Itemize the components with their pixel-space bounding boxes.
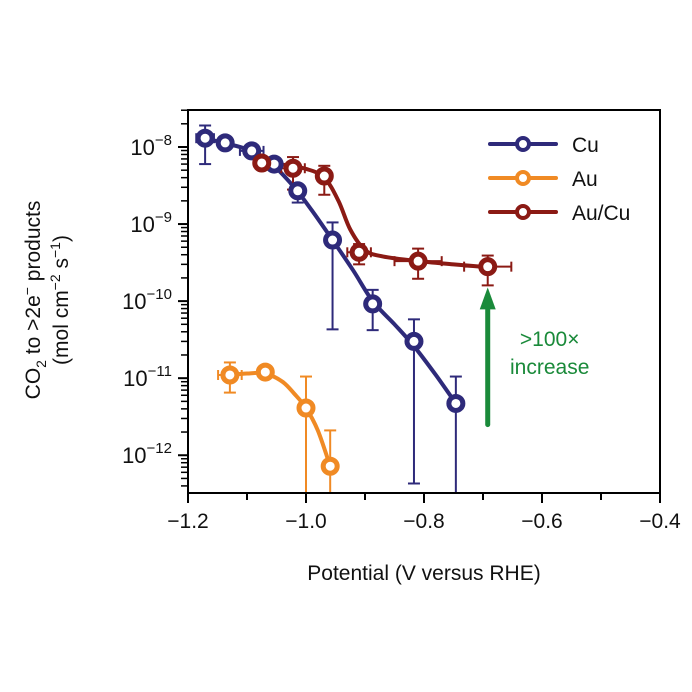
x-tick-label: −0.6 xyxy=(521,510,562,533)
x-tick-labels: −1.2 −1.0 −0.8 −0.6 −0.4 xyxy=(167,510,681,533)
y-tick-label: 10−10 xyxy=(122,286,172,314)
y-tick-label: 10−12 xyxy=(122,440,172,468)
legend: Cu Au Au/Cu xyxy=(488,134,630,225)
curve-au xyxy=(227,370,333,469)
data-point-cu xyxy=(323,230,343,250)
y-axis-label-line2: (mol cm−2 s−1) xyxy=(47,235,73,365)
curve-aucu xyxy=(259,160,490,270)
annotation-line1: >100× xyxy=(520,328,580,351)
y-tick-label: 10−9 xyxy=(130,209,172,237)
legend-label-au: Au xyxy=(572,168,598,191)
legend-marker-au xyxy=(515,170,531,186)
data-point-au xyxy=(320,456,340,476)
data-point-aucu xyxy=(408,251,428,271)
data-point-aucu xyxy=(283,158,303,178)
x-axis-label: Potential (V versus RHE) xyxy=(307,562,540,585)
data-point-cu xyxy=(195,128,215,148)
data-point-cu xyxy=(242,141,262,161)
data-point-cu xyxy=(215,133,235,153)
data-point-aucu xyxy=(349,242,369,262)
data-point-aucu xyxy=(478,257,498,277)
data-point-au xyxy=(220,365,240,385)
legend-item-aucu: Au/Cu xyxy=(488,202,630,225)
y-axis-label-line1: CO2 to >2e− products xyxy=(19,201,49,400)
axis-ticks xyxy=(178,109,661,503)
x-tick-label: −0.8 xyxy=(403,510,444,533)
legend-marker-aucu xyxy=(515,204,531,220)
annotation-line2: increase xyxy=(510,356,589,379)
error-bars xyxy=(195,124,513,493)
series-curves xyxy=(203,136,490,469)
legend-item-cu: Cu xyxy=(488,134,599,157)
data-point-au xyxy=(296,398,316,418)
y-tick-label: 10−11 xyxy=(123,363,172,391)
x-tick-label: −0.4 xyxy=(639,510,681,533)
data-point-cu xyxy=(404,331,424,351)
y-tick-label: 10−8 xyxy=(130,132,172,160)
data-point-aucu xyxy=(314,166,334,186)
data-point-cu xyxy=(288,181,308,201)
y-axis-label: CO2 to >2e− products (mol cm−2 s−1) xyxy=(19,201,73,400)
x-tick-label: −1.2 xyxy=(167,510,208,533)
data-point-cu xyxy=(446,393,466,413)
annotation: >100× increase xyxy=(479,287,589,428)
data-point-au xyxy=(255,362,275,382)
data-point-cu xyxy=(363,294,383,314)
increase-arrow-head xyxy=(479,287,496,310)
legend-marker-cu xyxy=(515,136,531,152)
legend-label-aucu: Au/Cu xyxy=(572,202,630,225)
plot-frame xyxy=(187,109,661,494)
y-tick-labels: 10−8 10−9 10−10 10−11 10−12 xyxy=(122,132,172,468)
x-tick-label: −1.0 xyxy=(285,510,326,533)
data-points xyxy=(195,128,498,476)
legend-label-cu: Cu xyxy=(572,134,599,157)
legend-item-au: Au xyxy=(488,168,598,191)
data-point-aucu xyxy=(252,153,272,173)
